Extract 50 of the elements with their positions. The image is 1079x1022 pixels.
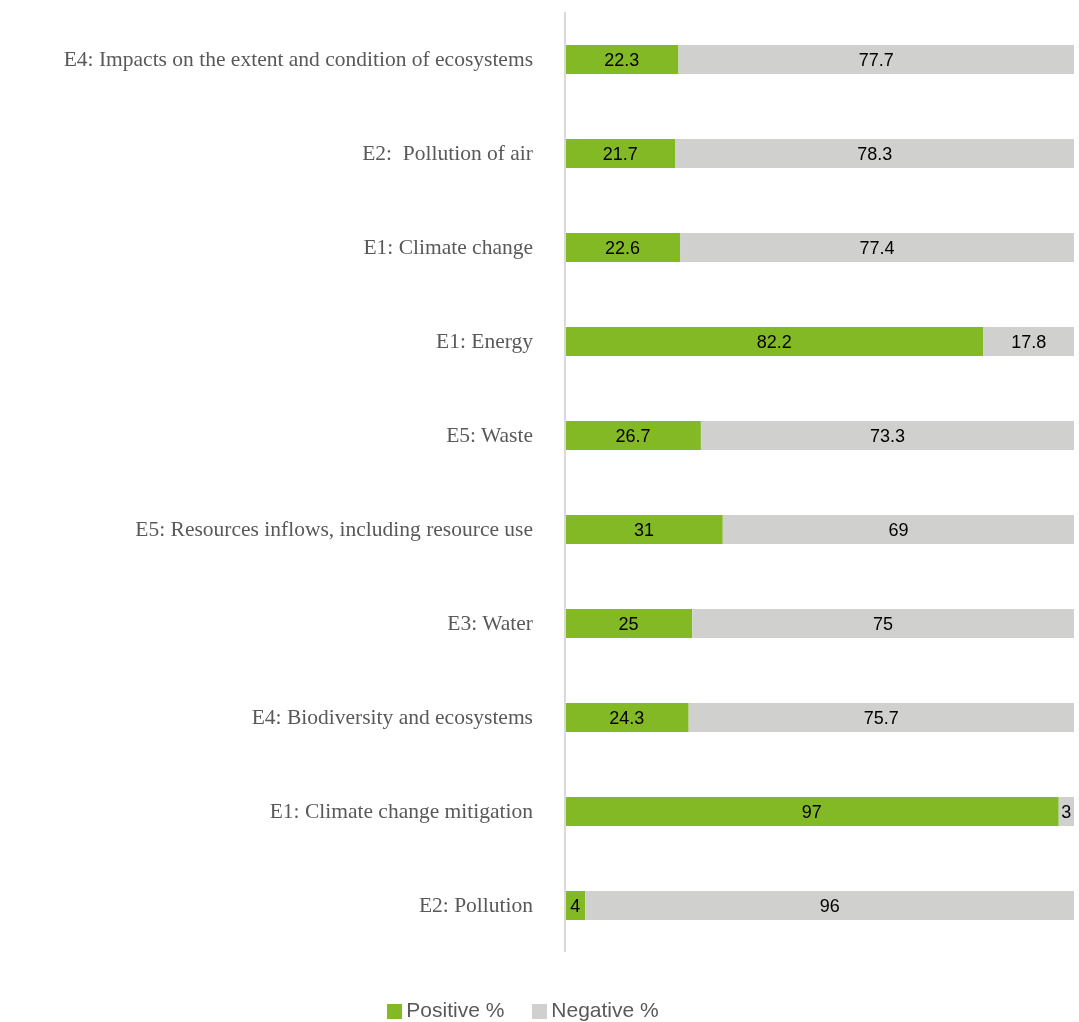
data-label: 24.3 (609, 707, 645, 728)
bar (585, 891, 1074, 920)
data-label: 25 (618, 613, 639, 634)
bar (722, 515, 1074, 544)
bar (565, 139, 676, 168)
bar (700, 421, 1074, 450)
data-label: 97 (801, 801, 822, 822)
data-label: 73.3 (869, 425, 905, 446)
legend-label: Negative % (551, 998, 659, 1021)
data-label: 75 (873, 613, 894, 634)
data-label: 3 (1061, 801, 1072, 822)
y-tick-label: E4: Impacts on the extent and condition of ecosystems (63, 47, 533, 71)
bar (565, 515, 723, 544)
y-tick-label: E1: Energy (436, 329, 534, 353)
bar (565, 609, 693, 638)
y-tick-label: E1: Climate change mitigation (269, 799, 534, 823)
data-label: 77.4 (859, 237, 895, 258)
y-tick-label: E2: Pollution (418, 893, 534, 917)
bar (565, 233, 681, 262)
y-tick-label: E2: Pollution of air (362, 141, 533, 165)
y-tick-label: E4: Biodiversity and ecosystems (251, 705, 533, 729)
legend-label: Positive % (406, 998, 505, 1021)
bar (675, 139, 1074, 168)
y-tick-label: E1: Climate change (363, 235, 533, 259)
bar (678, 45, 1074, 74)
bar (565, 45, 679, 74)
data-label: 31 (633, 519, 654, 540)
bar (565, 797, 1059, 826)
data-label: 96 (819, 895, 840, 916)
bar (565, 327, 984, 356)
y-tick-label: E5: Resources inflows, including resource use (135, 517, 533, 541)
data-label: 21.7 (602, 143, 638, 164)
data-label: 17.8 (1011, 331, 1047, 352)
bar (565, 703, 689, 732)
data-label: 26.7 (615, 425, 651, 446)
bar (680, 233, 1074, 262)
data-label: 75.7 (863, 707, 899, 728)
data-label: 77.7 (858, 49, 894, 70)
data-label: 22.6 (604, 237, 641, 258)
data-label: 69 (888, 519, 909, 540)
bar (688, 703, 1074, 732)
bar (692, 609, 1074, 638)
bar (983, 327, 1074, 356)
bar (565, 421, 701, 450)
data-label: 22.3 (604, 49, 640, 70)
y-tick-label: E3: Water (447, 611, 533, 635)
data-label: 4 (570, 895, 581, 916)
data-label: 78.3 (857, 143, 893, 164)
y-tick-label: E5: Waste (446, 423, 533, 447)
data-label: 82.2 (756, 331, 792, 352)
